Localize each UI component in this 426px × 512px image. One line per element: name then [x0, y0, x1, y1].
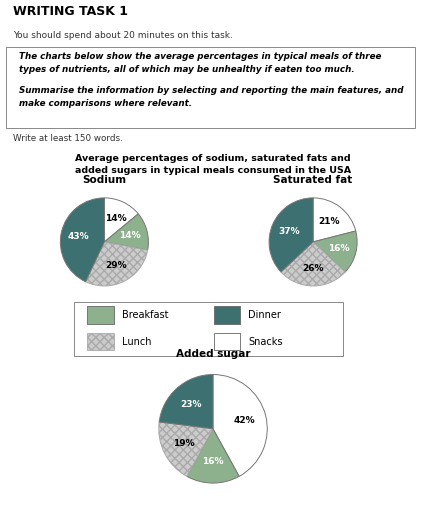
Text: 29%: 29% — [106, 261, 127, 270]
Wedge shape — [104, 198, 138, 242]
Title: Added sugar: Added sugar — [176, 349, 250, 359]
Wedge shape — [86, 242, 148, 286]
FancyBboxPatch shape — [6, 47, 415, 129]
Wedge shape — [187, 429, 239, 483]
Text: 37%: 37% — [278, 227, 299, 236]
Text: The charts below show the average percentages in typical meals of three
types of: The charts below show the average percen… — [19, 52, 382, 74]
Text: 16%: 16% — [328, 244, 349, 253]
Text: 21%: 21% — [319, 217, 340, 226]
Wedge shape — [313, 231, 357, 272]
Text: Dinner: Dinner — [248, 310, 281, 320]
Text: Summarise the information by selecting and reporting the main features, and
make: Summarise the information by selecting a… — [19, 86, 404, 108]
Wedge shape — [60, 198, 104, 282]
FancyBboxPatch shape — [214, 333, 240, 350]
Text: Snacks: Snacks — [248, 337, 283, 347]
Wedge shape — [159, 422, 213, 476]
Wedge shape — [313, 198, 356, 242]
Text: Write at least 150 words.: Write at least 150 words. — [13, 134, 123, 143]
Text: Average percentages of sodium, saturated fats and
added sugars in typical meals : Average percentages of sodium, saturated… — [75, 154, 351, 175]
FancyBboxPatch shape — [214, 306, 240, 324]
Wedge shape — [104, 214, 148, 250]
Text: You should spend about 20 minutes on this task.: You should spend about 20 minutes on thi… — [13, 31, 233, 40]
Text: 26%: 26% — [302, 264, 324, 273]
Text: WRITING TASK 1: WRITING TASK 1 — [13, 5, 128, 17]
Text: 14%: 14% — [105, 214, 127, 223]
Wedge shape — [159, 375, 213, 429]
Title: Saturated fat: Saturated fat — [273, 175, 353, 185]
FancyBboxPatch shape — [74, 302, 343, 356]
Text: 23%: 23% — [181, 400, 202, 409]
Title: Sodium: Sodium — [82, 175, 127, 185]
FancyBboxPatch shape — [87, 306, 114, 324]
Text: Breakfast: Breakfast — [121, 310, 168, 320]
Wedge shape — [213, 375, 267, 476]
Text: 19%: 19% — [173, 439, 195, 448]
Text: 43%: 43% — [68, 231, 89, 241]
Wedge shape — [281, 242, 345, 286]
FancyBboxPatch shape — [87, 333, 114, 350]
Text: Lunch: Lunch — [121, 337, 151, 347]
Wedge shape — [269, 198, 313, 272]
Text: 42%: 42% — [234, 416, 255, 425]
Text: 16%: 16% — [202, 457, 224, 466]
Text: 14%: 14% — [119, 231, 141, 240]
